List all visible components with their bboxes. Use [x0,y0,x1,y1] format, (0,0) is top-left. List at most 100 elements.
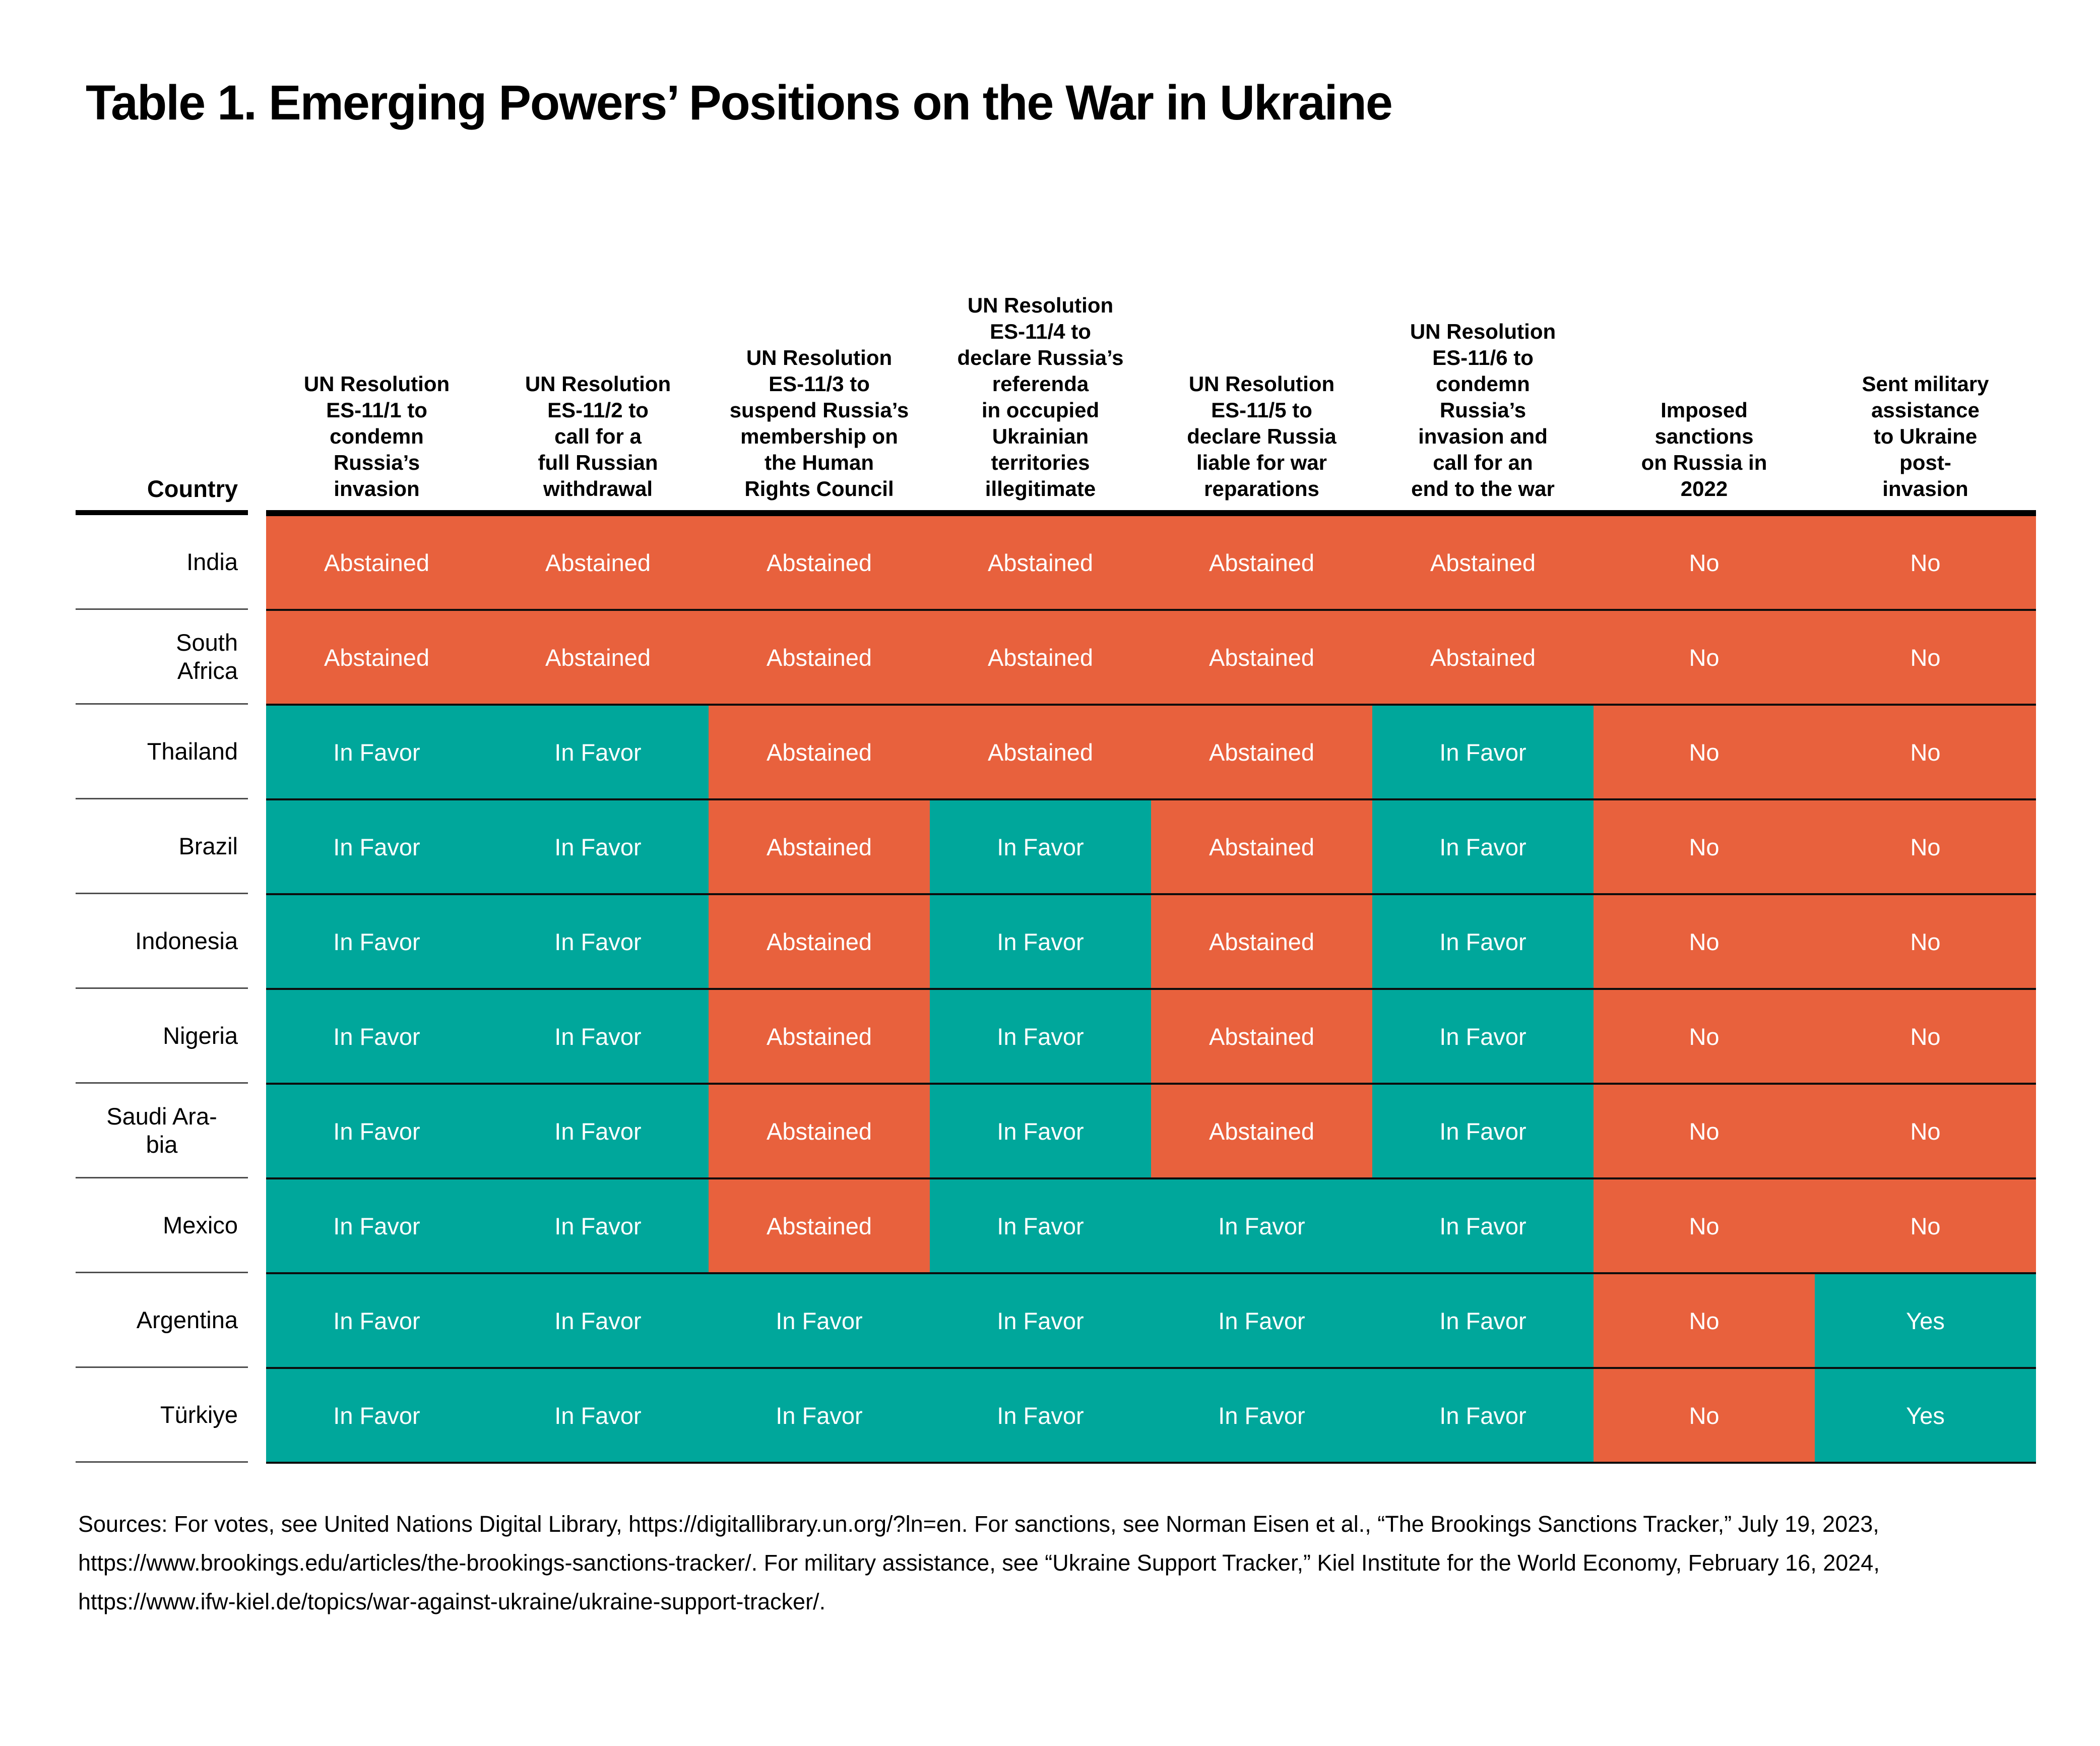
column-header-country: Country [147,475,238,502]
table-grid: Abstained Abstained Abstained Abstained … [266,510,2036,1464]
country-column: India South Africa Thailand Brazil Indon… [76,510,248,1463]
table-cell: No [1594,706,1815,798]
table-cell: In Favor [266,990,487,1083]
table-cell: Abstained [1151,516,1372,609]
table-cell: In Favor [1372,990,1594,1083]
table-cell: Abstained [487,516,709,609]
table-cell: In Favor [487,1179,709,1272]
table-cell: In Favor [266,1274,487,1367]
table-cell: In Favor [487,800,709,893]
table-cell: In Favor [930,990,1151,1083]
row-label-india: India [76,515,248,610]
table-cell: In Favor [709,1369,930,1462]
table-cell: No [1815,1085,2036,1177]
table-row-saudi-arabia: In Favor In Favor Abstained In Favor Abs… [266,1085,2036,1179]
table-cell: No [1815,895,2036,988]
table-cell: In Favor [487,1274,709,1367]
table-cell: Abstained [709,516,930,609]
table-cell: Abstained [709,611,930,704]
table-cell: In Favor [487,990,709,1083]
table-cell: In Favor [266,895,487,988]
table-cell: Abstained [1151,1085,1372,1177]
column-header-res-11-5: UN Resolution ES-11/5 to declare Russia … [1187,372,1337,501]
table-cell: No [1594,516,1815,609]
table-row-thailand: In Favor In Favor Abstained Abstained Ab… [266,706,2036,800]
table-cell: No [1594,1274,1815,1367]
table-cell: Yes [1815,1274,2036,1367]
table-cell: In Favor [1151,1179,1372,1272]
table-row-brazil: In Favor In Favor Abstained In Favor Abs… [266,800,2036,895]
table-cell: In Favor [487,1085,709,1177]
table-cell: In Favor [487,895,709,988]
table-cell: No [1594,990,1815,1083]
column-header-res-11-3: UN Resolution ES-11/3 to suspend Russia’… [729,346,909,501]
column-header-military-assistance: Sent military assistance to Ukraine post… [1862,372,1989,501]
table-cell: No [1815,800,2036,893]
table-cell: In Favor [1372,1085,1594,1177]
table-cell: Abstained [1151,800,1372,893]
table-cell: In Favor [930,1085,1151,1177]
row-label-argentina: Argentina [76,1273,248,1368]
table-cell: Abstained [1151,611,1372,704]
table-cell: No [1594,1179,1815,1272]
table-cell: No [1594,1085,1815,1177]
table-cell: No [1815,611,2036,704]
table-cell: No [1594,1369,1815,1462]
table-cell: Abstained [266,611,487,704]
table-cell: In Favor [266,1179,487,1272]
table-cell: In Favor [266,706,487,798]
column-header-res-11-1: UN Resolution ES-11/1 to condemn Russia’… [303,372,450,501]
table-cell: In Favor [930,1179,1151,1272]
column-header-res-11-2: UN Resolution ES-11/2 to call for a full… [525,372,671,501]
table-cell: Abstained [709,1085,930,1177]
table-cell: In Favor [930,800,1151,893]
table-cell: In Favor [266,800,487,893]
table-row-south-africa: Abstained Abstained Abstained Abstained … [266,611,2036,706]
table-cell: In Favor [930,1369,1151,1462]
table-cell: No [1594,800,1815,893]
table-cell: No [1815,516,2036,609]
row-label-saudi-arabia: Saudi Ara- bia [76,1084,248,1178]
table-row-nigeria: In Favor In Favor Abstained In Favor Abs… [266,990,2036,1085]
table-cell: In Favor [487,706,709,798]
row-label-thailand: Thailand [76,705,248,799]
table-cell: Abstained [930,611,1151,704]
row-label-south-africa: South Africa [76,610,248,705]
table-cell: Abstained [930,516,1151,609]
table-cell: Abstained [487,611,709,704]
table-cell: No [1815,706,2036,798]
table-row-argentina: In Favor In Favor In Favor In Favor In F… [266,1274,2036,1369]
row-label-turkiye: Türkiye [76,1368,248,1463]
table-cell: In Favor [1372,706,1594,798]
table-cell: In Favor [930,1274,1151,1367]
table-cell: In Favor [1151,1369,1372,1462]
table-cell: In Favor [930,895,1151,988]
table-cell: Abstained [709,895,930,988]
page-title: Table 1. Emerging Powers’ Positions on t… [86,75,1393,130]
table-header-row: Country UN Resolution ES-11/1 to condemn… [76,171,2036,510]
table-cell: In Favor [266,1085,487,1177]
table-cell: Abstained [930,706,1151,798]
table-cell: Abstained [709,800,930,893]
table-cell: No [1815,1179,2036,1272]
table-cell: Abstained [1151,990,1372,1083]
table-cell: No [1815,990,2036,1083]
table-cell: Abstained [709,706,930,798]
table-cell: Abstained [1372,516,1594,609]
table-cell: In Favor [487,1369,709,1462]
table-cell: In Favor [266,1369,487,1462]
table-row-indonesia: In Favor In Favor Abstained In Favor Abs… [266,895,2036,990]
table-cell: In Favor [1151,1274,1372,1367]
table-cell: No [1594,895,1815,988]
column-header-sanctions: Imposed sanctions on Russia in 2022 [1641,398,1767,501]
table-cell: Abstained [1151,706,1372,798]
table-cell: In Favor [1372,1274,1594,1367]
table-row-india: Abstained Abstained Abstained Abstained … [266,516,2036,611]
table-cell: In Favor [1372,1179,1594,1272]
sources-note: Sources: For votes, see United Nations D… [78,1511,1880,1614]
table-cell: In Favor [1372,895,1594,988]
table-cell: In Favor [1372,800,1594,893]
row-label-indonesia: Indonesia [76,894,248,989]
table-row-turkiye: In Favor In Favor In Favor In Favor In F… [266,1369,2036,1464]
